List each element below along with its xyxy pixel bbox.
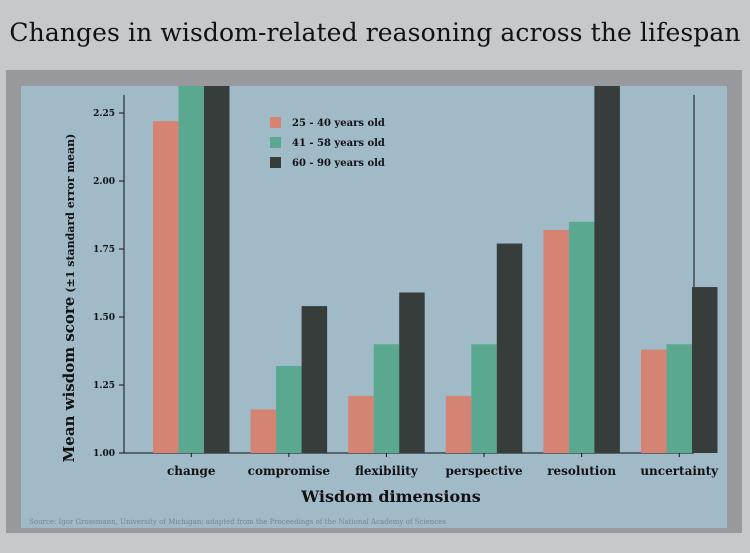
legend-swatch-3 (270, 157, 281, 168)
bar-perspective-series-1 (445, 395, 472, 453)
source-note: Source: Igor Grossmann, University of Mi… (29, 518, 446, 526)
legend-label-1: 25 - 40 years old (292, 118, 385, 129)
x-axis-title: Wisdom dimensions (300, 487, 481, 506)
y-tick-label: 2.00 (93, 177, 115, 187)
legend-label-2: 41 - 58 years old (292, 138, 385, 149)
bar-change-series-3 (204, 86, 230, 454)
y-ticks: 1.001.251.501.752.002.252.50 (93, 109, 124, 459)
x-tick-label-perspective: perspective (445, 464, 523, 478)
y-tick-label: 1.00 (93, 449, 115, 459)
bar-perspective-series-2 (471, 344, 497, 453)
bar-resolution-series-2 (568, 221, 595, 453)
y-axis-title-main: Mean wisdom score (60, 297, 78, 463)
x-tick-label-flexibility: flexibility (355, 464, 419, 478)
x-tick-label-uncertainty: uncertainty (640, 464, 719, 478)
legend-swatch-1 (270, 117, 281, 128)
bar-uncertainty-series-2 (666, 344, 692, 453)
y-tick-label: 1.25 (93, 381, 115, 391)
bar-flexibility-series-2 (373, 344, 400, 453)
x-tick-label-change: change (167, 464, 216, 478)
x-tick-label-compromise: compromise (248, 464, 331, 478)
chart-panel: 1.001.251.501.752.002.252.50 changecompr… (21, 86, 727, 528)
bar-flexibility-series-3 (399, 292, 425, 453)
legend-swatch-2 (270, 137, 281, 148)
bar-change-series-2 (178, 86, 204, 454)
page-title: Changes in wisdom-related reasoning acro… (9, 18, 741, 47)
bar-uncertainty-series-1 (641, 349, 667, 453)
bar-uncertainty-series-3 (692, 287, 718, 453)
bar-compromise-series-3 (301, 306, 328, 453)
x-tick-label-resolution: resolution (547, 464, 616, 478)
y-axis-title-sub: (±1 standard error mean) (64, 134, 77, 293)
bar-compromise-series-2 (276, 365, 302, 453)
bar-resolution-series-3 (594, 86, 620, 453)
bar-resolution-series-1 (543, 229, 569, 453)
y-tick-label: 1.50 (93, 313, 115, 323)
legend-label-3: 60 - 90 years old (292, 158, 385, 169)
y-axis-title: Mean wisdom score (±1 standard error mean… (60, 134, 78, 463)
bar-flexibility-series-1 (348, 395, 374, 453)
y-tick-label: 2.25 (93, 109, 115, 119)
bar-compromise-series-1 (250, 409, 277, 453)
bars (153, 86, 718, 454)
bar-perspective-series-3 (496, 243, 523, 453)
x-tick-labels: change compromise flexibility perspective re… (167, 453, 719, 478)
bar-change-series-1 (153, 121, 179, 453)
y-tick-label: 1.75 (93, 245, 115, 255)
legend: 25 - 40 years old 41 - 58 years old 60 - 9… (270, 117, 385, 169)
bar-chart: 1.001.251.501.752.002.252.50 changecompr… (29, 86, 719, 526)
